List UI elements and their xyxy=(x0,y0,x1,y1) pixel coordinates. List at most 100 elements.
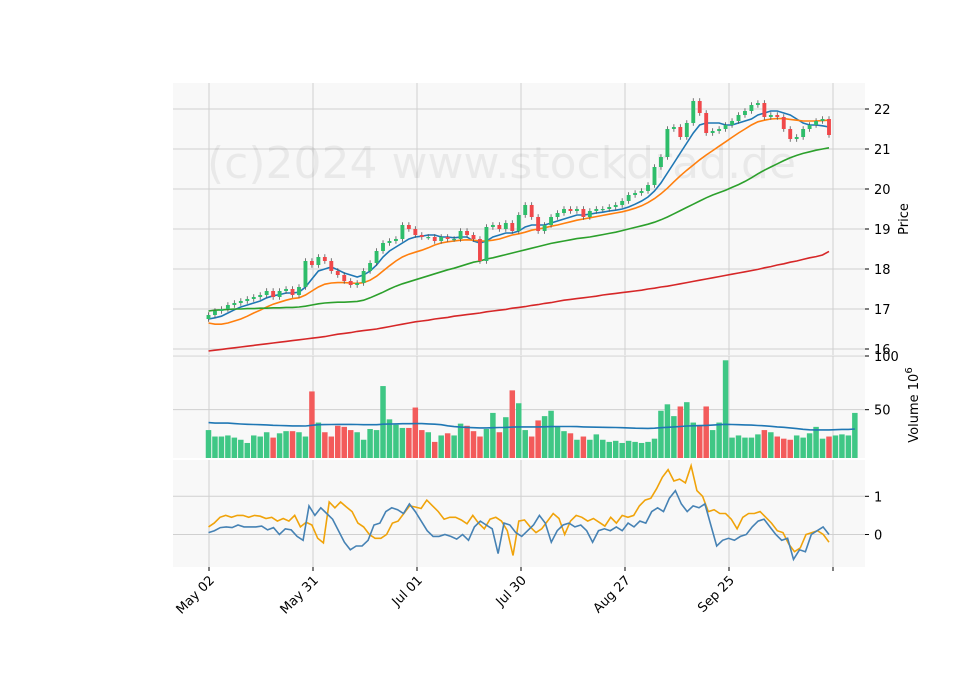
volume-bar xyxy=(406,427,412,458)
candle-body xyxy=(523,205,528,215)
volume-bar xyxy=(335,425,341,458)
volume-bar xyxy=(470,431,477,458)
candle-body xyxy=(743,111,747,115)
volume-bar xyxy=(832,435,839,458)
candle-body xyxy=(801,129,806,137)
volume-moving-average xyxy=(208,421,855,431)
candle-body xyxy=(587,211,592,217)
x-tick-label: May 02 xyxy=(174,573,218,617)
volume-bar xyxy=(496,432,503,458)
volume-bar xyxy=(205,430,212,458)
y-tick-label: 22 xyxy=(874,103,891,118)
candle-body xyxy=(555,213,560,217)
y-tick-label: 100 xyxy=(874,350,899,365)
volume-bar xyxy=(490,412,496,458)
volume-bar xyxy=(541,416,548,458)
candle-body xyxy=(471,235,476,239)
moving-average-line xyxy=(208,147,830,312)
candle-body xyxy=(497,225,502,229)
candle-body xyxy=(613,205,618,207)
candle-body xyxy=(704,113,709,133)
volume-bar xyxy=(735,435,742,458)
candle-body xyxy=(574,209,579,211)
candle-body xyxy=(503,223,508,229)
volume-bar xyxy=(826,436,832,458)
candle-body xyxy=(374,251,379,263)
candle-body xyxy=(749,105,754,111)
candle-body xyxy=(659,157,663,167)
moving-average-line xyxy=(208,250,830,352)
candle-body xyxy=(814,121,819,125)
x-tick-label: Jul 01 xyxy=(389,573,426,610)
volume-bar xyxy=(457,423,464,458)
candle-body xyxy=(671,127,676,129)
volume-bar xyxy=(386,419,393,458)
candle-body xyxy=(736,115,741,121)
volume-bar xyxy=(516,403,522,458)
volume-axis-label: Volume 106 xyxy=(904,367,922,442)
volume-bar xyxy=(716,422,722,458)
volume-bar xyxy=(632,441,638,458)
candle-body xyxy=(665,129,670,157)
volume-bar xyxy=(464,425,470,458)
candle-body xyxy=(445,237,450,239)
volume-bar xyxy=(483,429,490,458)
volume-bar xyxy=(839,434,845,458)
volume-bar xyxy=(212,436,218,458)
candle-body xyxy=(691,101,696,123)
x-axis: May 02 May 31 Jul 01 Jul 30 Aug 27 Sep 25 xyxy=(174,567,834,617)
volume-bar xyxy=(289,431,296,458)
candle-body xyxy=(581,209,586,217)
candle-body xyxy=(697,101,702,113)
candle-body xyxy=(413,229,418,235)
candle-body xyxy=(419,235,424,237)
y-tick-label: 1 xyxy=(874,490,882,505)
volume-bar xyxy=(600,439,606,458)
candle-body xyxy=(465,231,469,235)
volume-bars xyxy=(205,360,858,458)
y-tick-label: 20 xyxy=(874,183,891,198)
candle-body xyxy=(342,275,347,281)
candle-body xyxy=(400,225,405,239)
volume-bar xyxy=(625,440,632,458)
volume-bar xyxy=(244,442,251,458)
volume-panel: 50 100 Volume 106 xyxy=(173,350,922,458)
volume-bar xyxy=(709,430,716,458)
volume-bar xyxy=(787,439,793,458)
volume-bar xyxy=(250,435,257,458)
volume-bar xyxy=(225,435,231,458)
candle-body xyxy=(452,239,457,241)
candle-body xyxy=(717,129,722,131)
watermark: (c)2024 www.stockdrad.de xyxy=(207,138,796,189)
volume-bar xyxy=(444,433,451,458)
candle-body xyxy=(381,243,385,251)
candle-body xyxy=(245,299,250,301)
candle-body xyxy=(297,287,301,295)
candle-body xyxy=(368,263,373,271)
volume-bar xyxy=(380,386,386,458)
volume-bar xyxy=(438,435,444,458)
price-candles xyxy=(206,98,831,322)
candle-body xyxy=(219,309,224,311)
candle-body xyxy=(516,215,521,231)
candle-body xyxy=(316,257,321,265)
candle-body xyxy=(620,201,625,205)
indicator-line xyxy=(208,489,830,562)
volume-bar xyxy=(768,432,774,458)
volume-bar xyxy=(748,437,755,458)
candle-body xyxy=(439,237,444,241)
candle-body xyxy=(652,167,657,185)
candle-body xyxy=(536,217,541,231)
candle-body xyxy=(794,137,799,139)
volume-bar xyxy=(315,422,322,458)
volume-bar xyxy=(425,432,432,458)
volume-bar xyxy=(729,437,735,458)
volume-bar xyxy=(528,436,535,458)
volume-bar xyxy=(774,436,781,458)
volume-bar xyxy=(696,425,703,458)
volume-bar xyxy=(658,410,664,458)
candle-body xyxy=(458,231,463,239)
candle-body xyxy=(639,191,644,193)
candle-body xyxy=(322,257,327,261)
